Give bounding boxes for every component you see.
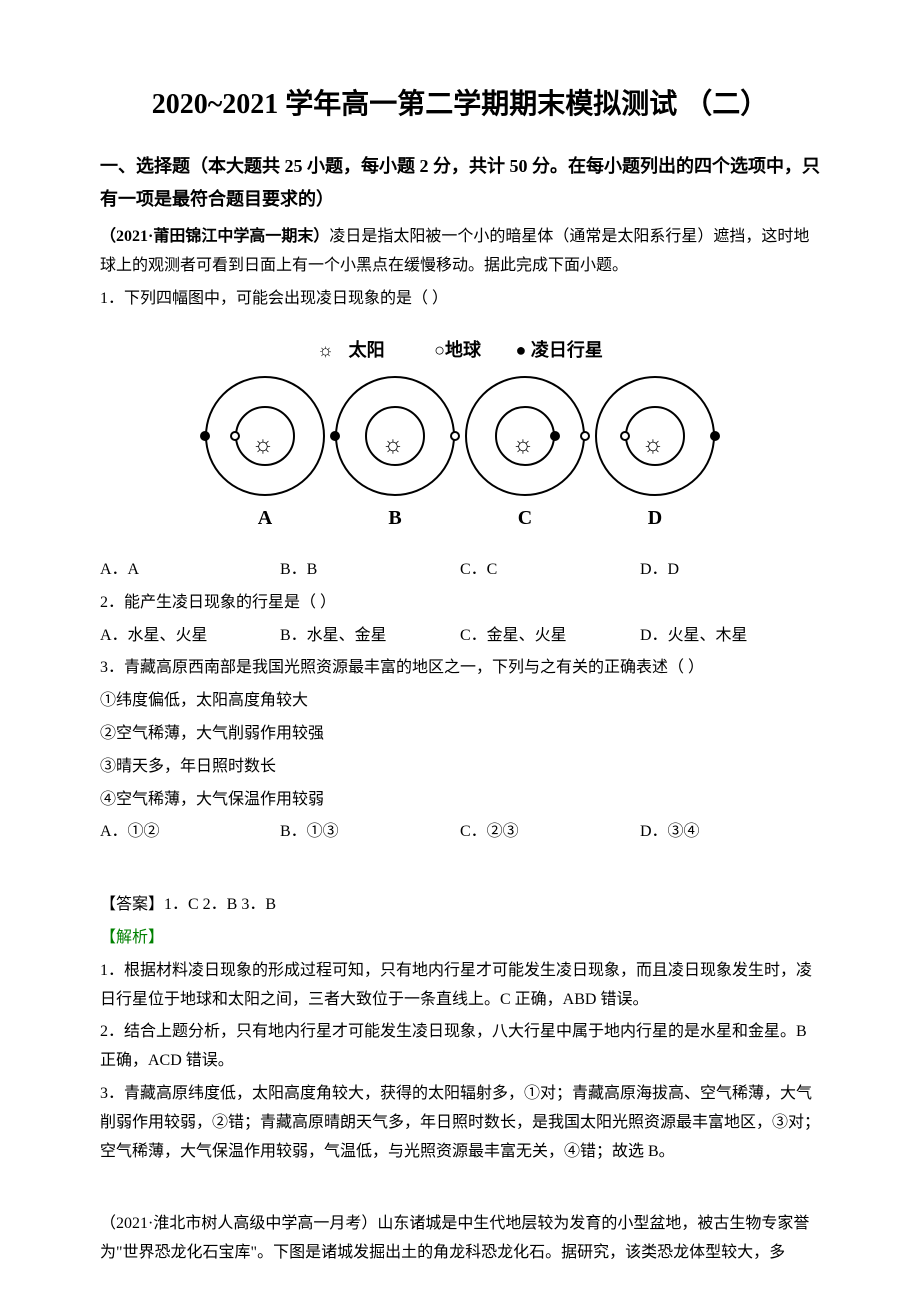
earth-b — [450, 431, 460, 441]
passage1-intro: （2021·莆田锦江中学高一期末）凌日是指太阳被一个小的暗星体（通常是太阳系行星… — [100, 223, 820, 281]
sun-c: ☼ — [512, 424, 534, 467]
analysis-label: 【解析】 — [100, 924, 820, 953]
q3-options: A．①② B．①③ C．②③ D．③④ — [100, 818, 820, 847]
q1-opt-d: D．D — [640, 556, 820, 585]
planet-b — [330, 431, 340, 441]
diagram-d: ☼ D — [590, 376, 720, 536]
q1-opt-a: A．A — [100, 556, 280, 585]
q2-opt-a: A．水星、火星 — [100, 622, 280, 651]
q3-item-1: ①纬度偏低，太阳高度角较大 — [100, 687, 820, 716]
planet-c — [550, 431, 560, 441]
q3-item-3: ③晴天多，年日照时数长 — [100, 753, 820, 782]
passage1-source: （2021·莆田锦江中学高一期末） — [100, 228, 329, 245]
q3-opt-d: D．③④ — [640, 818, 820, 847]
q2-opt-d: D．火星、木星 — [640, 622, 820, 651]
q1-opt-b: B．B — [280, 556, 460, 585]
sun-d: ☼ — [642, 424, 664, 467]
diagram-c: ☼ C — [460, 376, 590, 536]
q2-stem: 2．能产生凌日现象的行星是（ ） — [100, 589, 820, 618]
diagram-legend: ☼太阳 ○地球 ● 凌日行星 — [100, 334, 820, 366]
sun-b: ☼ — [382, 424, 404, 467]
diagram-b: ☼ B — [330, 376, 460, 536]
sun-a: ☼ — [252, 424, 274, 467]
section-heading: 一、选择题（本大题共 25 小题，每小题 2 分，共计 50 分。在每小题列出的… — [100, 150, 820, 215]
earth-c — [580, 431, 590, 441]
q1-options: A．A B．B C．C D．D — [100, 556, 820, 585]
diagram-a: ☼ A — [200, 376, 330, 536]
diagram-label-a: A — [200, 500, 330, 536]
planet-a — [200, 431, 210, 441]
diagram-container: ☼太阳 ○地球 ● 凌日行星 ☼ A ☼ B ☼ C — [100, 334, 820, 536]
diagram-label-d: D — [590, 500, 720, 536]
q3-opt-c: C．②③ — [460, 818, 640, 847]
diagram-label-c: C — [460, 500, 590, 536]
passage2-intro: （2021·淮北市树人高级中学高一月考）山东诸城是中生代地层较为发育的小型盆地，… — [100, 1210, 820, 1268]
planet-d — [710, 431, 720, 441]
q2-opt-b: B．水星、金星 — [280, 622, 460, 651]
q1-stem: 1．下列四幅图中，可能会出现凌日现象的是（ ） — [100, 285, 820, 314]
legend-sun: ☼太阳 — [317, 340, 400, 360]
diagram-label-b: B — [330, 500, 460, 536]
earth-d — [620, 431, 630, 441]
q2-opt-c: C．金星、火星 — [460, 622, 640, 651]
q2-options: A．水星、火星 B．水星、金星 C．金星、火星 D．火星、木星 — [100, 622, 820, 651]
analysis-3: 3．青藏高原纬度低，太阳高度角较大，获得的太阳辐射多，①对；青藏高原海拔高、空气… — [100, 1080, 820, 1166]
earth-a — [230, 431, 240, 441]
legend-planet: ● 凌日行星 — [516, 340, 603, 360]
analysis-2: 2．结合上题分析，只有地内行星才可能发生凌日现象，八大行星中属于地内行星的是水星… — [100, 1018, 820, 1076]
q3-item-2: ②空气稀薄，大气削弱作用较强 — [100, 720, 820, 749]
circles-row: ☼ A ☼ B ☼ C ☼ D — [100, 376, 820, 536]
q3-opt-b: B．①③ — [280, 818, 460, 847]
answer-line: 【答案】1．C 2．B 3．B — [100, 891, 820, 920]
q3-stem: 3．青藏高原西南部是我国光照资源最丰富的地区之一，下列与之有关的正确表述（ ） — [100, 654, 820, 683]
q3-opt-a: A．①② — [100, 818, 280, 847]
passage2-source: （2021·淮北市树人高级中学高一月考） — [100, 1215, 377, 1232]
analysis-1: 1．根据材料凌日现象的形成过程可知，只有地内行星才可能发生凌日现象，而且凌日现象… — [100, 957, 820, 1015]
q1-opt-c: C．C — [460, 556, 640, 585]
q3-item-4: ④空气稀薄，大气保温作用较弱 — [100, 786, 820, 815]
page-title: 2020~2021 学年高一第二学期期末模拟测试 （二） — [100, 80, 820, 130]
legend-earth: ○地球 — [434, 340, 481, 360]
